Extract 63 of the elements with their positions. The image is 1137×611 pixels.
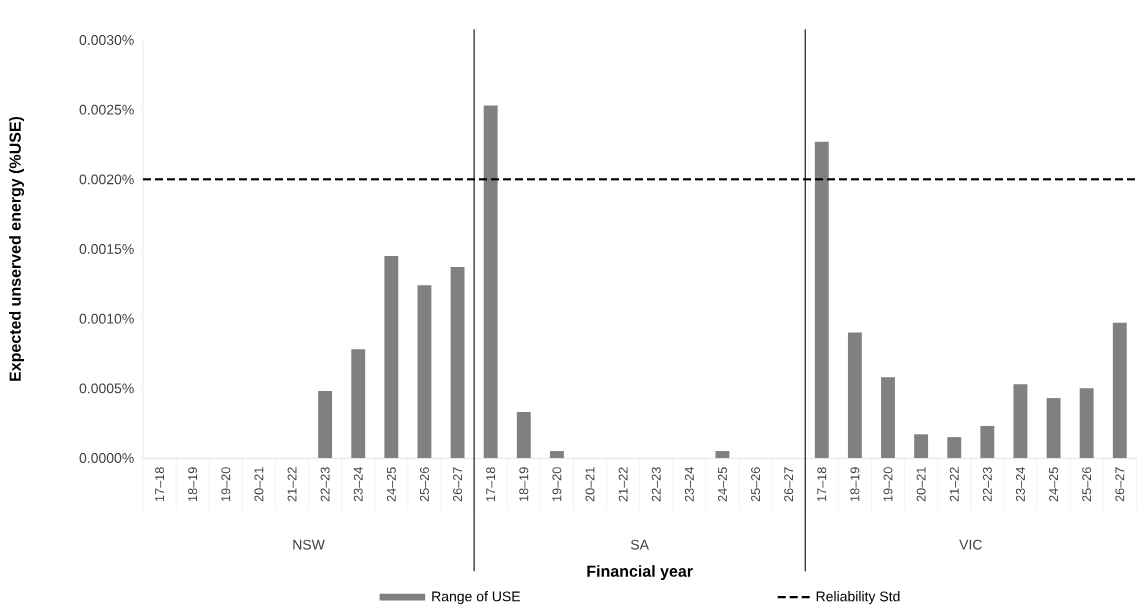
bar	[351, 349, 366, 458]
bar	[1013, 384, 1028, 458]
x-tick-label: 26–27	[453, 467, 463, 502]
x-tick-label: 17–18	[486, 467, 496, 501]
bar	[483, 105, 498, 458]
bar	[715, 451, 730, 458]
x-tick-label: 22–23	[982, 467, 992, 502]
bar	[318, 391, 333, 458]
bar	[1046, 398, 1061, 458]
x-tick-label: 23–24	[1015, 467, 1025, 502]
x-tick-label: 25–26	[419, 467, 429, 502]
x-tick-label: 24–25	[386, 467, 396, 502]
x-tick-label: 18–19	[850, 467, 860, 501]
x-tick-label: 24–25	[717, 467, 727, 502]
bar	[417, 285, 432, 458]
x-tick-label: 26–27	[1115, 467, 1125, 502]
x-tick-label: 18–19	[188, 467, 198, 501]
x-tick-label: 19–20	[221, 467, 231, 501]
y-tick-label: 0.0005%	[79, 383, 134, 394]
x-tick-label: 20–21	[585, 467, 595, 502]
x-tick-label: 19–20	[883, 467, 893, 501]
x-tick-label: 26–27	[784, 467, 794, 502]
y-tick-label: 0.0015%	[79, 244, 134, 254]
x-tick-label: 19–20	[552, 467, 562, 501]
y-tick-label: 0.0000%	[79, 453, 134, 463]
y-tick-label: 0.0025%	[79, 104, 134, 115]
y-tick-label: 0.0020%	[79, 174, 134, 185]
x-tick-label: 22–23	[320, 467, 330, 502]
bar	[847, 332, 862, 458]
bar	[1079, 388, 1094, 458]
text: SA	[630, 539, 649, 550]
y-tick-label: 0.0030%	[79, 35, 134, 45]
x-tick-label: 21–22	[949, 467, 959, 502]
bar	[516, 412, 531, 458]
x-axis-title: Financial year	[587, 565, 693, 581]
bar	[384, 255, 399, 458]
x-tick-label: 24–25	[1049, 467, 1059, 502]
bar	[914, 434, 929, 458]
x-tick-label: 17–18	[155, 467, 165, 501]
x-tick-label: 25–26	[1082, 467, 1092, 502]
x-tick-label: 20–21	[916, 467, 926, 502]
x-tick-label: 21–22	[287, 467, 297, 502]
x-tick-label: 17–18	[817, 467, 827, 501]
bar	[814, 141, 829, 458]
y-tick-label: 0.0010%	[79, 313, 134, 324]
x-tick-label: 22–23	[651, 467, 661, 502]
bar	[1112, 322, 1127, 458]
bar	[881, 377, 895, 458]
legend-label: Range of USE	[432, 591, 520, 605]
x-tick-label: 20–21	[254, 467, 264, 502]
bar	[549, 451, 564, 458]
text: VIC	[959, 539, 982, 550]
x-tick-label: 23–24	[353, 467, 363, 502]
bar	[450, 267, 465, 458]
legend-label: Reliability Std	[816, 591, 900, 605]
x-tick-label: 21–22	[618, 467, 628, 502]
y-axis-title: Expected unserved energy (%USE)	[9, 116, 25, 381]
x-tick-label: 25–26	[751, 467, 761, 502]
x-tick-label: 18–19	[519, 467, 529, 501]
bar	[947, 437, 962, 458]
text: NSW	[293, 539, 325, 550]
x-tick-label: 23–24	[684, 467, 694, 502]
bar	[980, 425, 995, 458]
